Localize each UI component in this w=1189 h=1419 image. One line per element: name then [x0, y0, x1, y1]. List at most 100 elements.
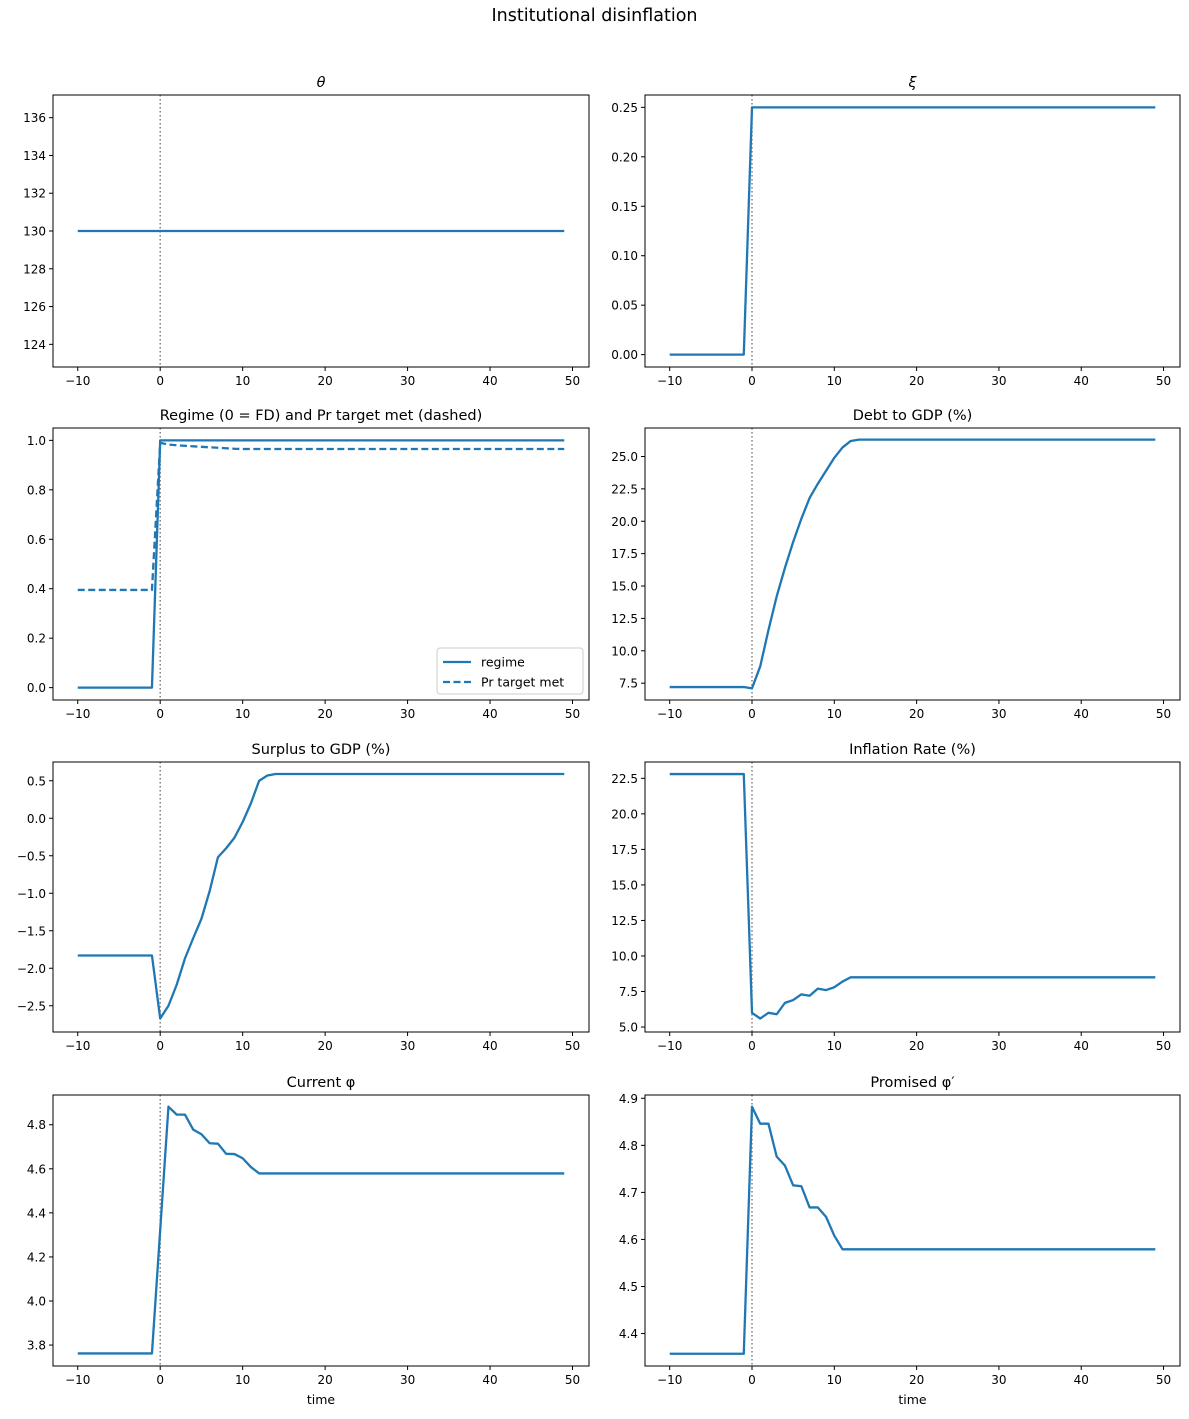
x-tick-label: 50: [1156, 707, 1171, 721]
subplot-inflation-rate: −10 0 10 20 30 40 50 5.0 7.5 10.0 12.5 15.0 17.5 20.0…: [611, 742, 1181, 1053]
x-tick-label: 30: [991, 1039, 1006, 1053]
axes-frame: [644, 1094, 1181, 1367]
x-tick-label: 40: [1074, 707, 1089, 721]
x-tick-label: 40: [1074, 1373, 1089, 1387]
y-tick-label: 17.5: [611, 843, 638, 857]
y-tick-label: 20.0: [611, 515, 638, 529]
y-tick-label: 4.4: [619, 1327, 638, 1341]
subplot-xi: −10 0 10 20 30 40 50 0.00 0.05 0.10 0.15 0.20 0.25 ξ: [611, 75, 1181, 388]
y-tick-label: 0.4: [27, 582, 46, 596]
x-tick-label: 30: [991, 707, 1006, 721]
series-line-xi: [669, 106, 1156, 356]
x-tick-label: 0: [156, 374, 164, 388]
panel-title: Current φ: [287, 1075, 356, 1091]
y-tick-label: −1.5: [17, 924, 46, 938]
x-tick-label: 10: [827, 1039, 842, 1053]
series-line-inflation: [669, 772, 1156, 1020]
y-tick-label: 10.0: [611, 949, 638, 963]
x-tick-label: 20: [909, 707, 924, 721]
y-tick-label: 7.5: [619, 677, 638, 691]
y-tick-label: 0.5: [27, 774, 46, 788]
subplot-surplus-to-gdp: −10 0 10 20 30 40 50 −2.5 −2.0 −1.5 −1.0 −0.5 0.0 0.5…: [17, 742, 590, 1053]
axes-frame: [52, 427, 590, 701]
x-tick-label: 20: [909, 1373, 924, 1387]
x-tick-label: 30: [991, 374, 1006, 388]
x-tick-label: 40: [1074, 374, 1089, 388]
x-tick-label: 40: [482, 1039, 497, 1053]
y-tick-label: 128: [23, 262, 46, 276]
x-tick-label: −10: [657, 707, 682, 721]
series-line-surplus: [77, 772, 565, 1020]
x-tick-label: 10: [235, 374, 250, 388]
x-tick-label: 0: [748, 374, 756, 388]
y-tick-label: 17.5: [611, 547, 638, 561]
axes-frame: [644, 427, 1181, 701]
y-tick-label: 136: [23, 111, 46, 125]
panel-title: Promised φ′: [870, 1075, 954, 1091]
series-line-phi: [77, 1105, 565, 1355]
y-tick-label: 0.10: [611, 249, 638, 263]
y-tick-label: 1.0: [27, 434, 46, 448]
x-tick-label: 20: [317, 1373, 332, 1387]
y-tick-label: 4.9: [619, 1092, 638, 1106]
x-tick-label: 40: [482, 374, 497, 388]
y-tick-label: 124: [23, 338, 46, 352]
y-tick-label: −1.0: [17, 887, 46, 901]
series-line-debt: [669, 438, 1156, 690]
x-tick-label: 30: [991, 1373, 1006, 1387]
y-tick-label: 20.0: [611, 807, 638, 821]
x-tick-label: 20: [909, 1039, 924, 1053]
x-tick-label: −10: [657, 1039, 682, 1053]
x-tick-label: 20: [317, 374, 332, 388]
panel-title: θ: [317, 75, 326, 91]
y-tick-label: 10.0: [611, 644, 638, 658]
y-tick-label: 15.0: [611, 878, 638, 892]
series-line-pr-target-met: [77, 441, 565, 592]
y-tick-label: 4.4: [27, 1206, 46, 1220]
y-tick-label: 4.2: [27, 1250, 46, 1264]
x-tick-label: 20: [909, 374, 924, 388]
y-tick-label: −2.0: [17, 962, 46, 976]
x-tick-label: 0: [748, 1373, 756, 1387]
y-tick-label: 22.5: [611, 482, 638, 496]
y-tick-label: 0.15: [611, 200, 638, 214]
x-axis-label: time: [307, 1392, 336, 1407]
y-tick-label: 0.25: [611, 101, 638, 115]
subplot-debt-to-gdp: −10 0 10 20 30 40 50 7.5 10.0 12.5 15.0 17.5 20.0 22.…: [611, 408, 1181, 721]
y-tick-label: 4.0: [27, 1295, 46, 1309]
y-tick-label: 126: [23, 300, 46, 314]
y-tick-label: 134: [23, 149, 46, 163]
y-tick-label: 0.00: [611, 348, 638, 362]
y-tick-label: 12.5: [611, 914, 638, 928]
series-line-regime: [77, 439, 565, 689]
x-tick-label: 10: [827, 374, 842, 388]
legend-label: regime: [481, 655, 525, 670]
x-tick-label: 40: [482, 1373, 497, 1387]
subplot-current-phi: −10 0 10 20 30 40 50 3.8 4.0 4.2 4.4 4.6 4.8 Current …: [27, 1075, 590, 1407]
x-tick-label: 50: [565, 1039, 580, 1053]
y-tick-label: 4.6: [27, 1162, 46, 1176]
axes-frame: [644, 761, 1181, 1033]
figure-title: Institutional disinflation: [491, 6, 698, 26]
x-tick-label: 0: [156, 707, 164, 721]
x-tick-label: 0: [156, 1039, 164, 1053]
series-line-phi_prime: [669, 1105, 1156, 1355]
x-tick-label: 0: [748, 707, 756, 721]
x-tick-label: 20: [317, 1039, 332, 1053]
y-tick-label: 4.8: [619, 1139, 638, 1153]
y-tick-label: 22.5: [611, 772, 638, 786]
y-tick-label: 4.8: [27, 1118, 46, 1132]
y-tick-label: 4.6: [619, 1233, 638, 1247]
panel-title: Debt to GDP (%): [853, 408, 973, 424]
y-tick-label: 15.0: [611, 580, 638, 594]
x-tick-label: 30: [400, 707, 415, 721]
y-tick-label: 5.0: [619, 1021, 638, 1035]
legend-label: Pr target met: [481, 675, 564, 690]
y-tick-label: 132: [23, 187, 46, 201]
y-tick-label: −2.5: [17, 999, 46, 1013]
axes-frame: [52, 1094, 590, 1367]
y-tick-label: 0.8: [27, 483, 46, 497]
x-tick-label: 50: [1156, 1039, 1171, 1053]
x-axis-label: time: [898, 1392, 927, 1407]
